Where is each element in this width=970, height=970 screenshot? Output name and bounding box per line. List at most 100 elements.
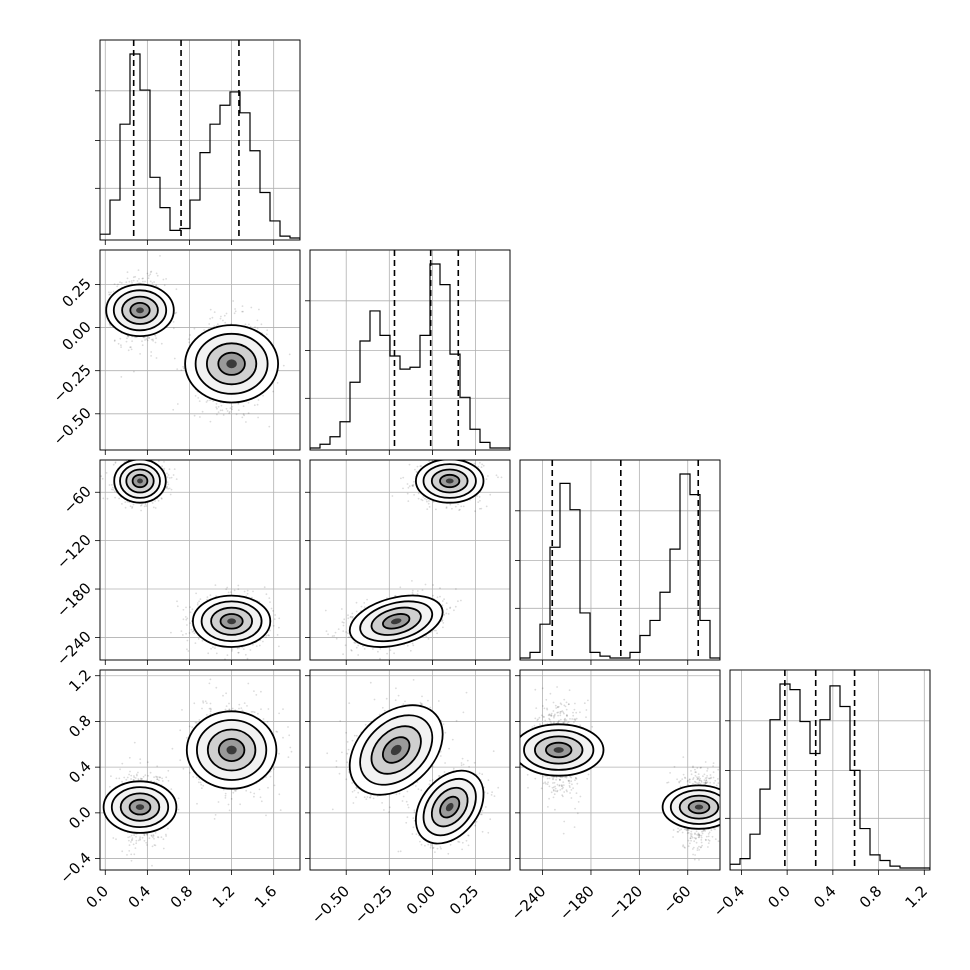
scatter-point — [219, 317, 222, 320]
scatter-point — [231, 648, 234, 651]
scatter-point — [142, 277, 144, 280]
scatter-point — [129, 505, 132, 508]
scatter-point — [175, 311, 178, 314]
scatter-point — [207, 652, 210, 655]
scatter-point — [415, 470, 418, 473]
contour-level-4 — [227, 618, 237, 625]
scatter-point — [167, 474, 170, 476]
scatter-point — [445, 612, 448, 615]
scatter-point — [482, 464, 485, 467]
scatter-point — [400, 477, 402, 480]
scatter-point — [180, 369, 183, 372]
scatter-point — [428, 460, 431, 462]
scatter-point — [485, 478, 488, 480]
scatter-point — [105, 472, 108, 474]
scatter-point — [262, 394, 264, 397]
scatter-point — [165, 486, 168, 489]
scatter-point — [100, 475, 103, 478]
scatter-point — [234, 662, 236, 664]
scatter-point — [214, 647, 216, 649]
scatter-point — [237, 651, 240, 654]
scatter-point — [449, 503, 452, 506]
scatter-point — [169, 493, 172, 496]
panel-background — [309, 249, 511, 451]
scatter-point — [480, 466, 483, 469]
scatter-point — [147, 277, 150, 280]
scatter-point — [278, 626, 280, 629]
scatter-point — [125, 452, 127, 454]
scatter-point — [408, 485, 411, 488]
scatter-point — [137, 269, 140, 271]
scatter-point — [148, 274, 150, 277]
scatter-point — [441, 619, 444, 622]
scatter-point — [479, 507, 481, 510]
scatter-point — [117, 342, 120, 345]
scatter-point — [113, 340, 116, 342]
panel-frame — [99, 459, 301, 661]
scatter-point — [228, 412, 231, 415]
scatter-point — [439, 452, 441, 454]
scatter-point — [119, 337, 122, 340]
scatter-point — [124, 506, 127, 509]
y-tick-label: 0.25 — [58, 275, 94, 311]
scatter-point — [327, 633, 329, 636]
scatter-point — [265, 593, 268, 596]
scatter-point — [487, 475, 489, 477]
scatter-point — [237, 402, 240, 405]
scatter-point — [245, 421, 247, 423]
scatter-point — [189, 606, 192, 608]
scatter-point — [432, 500, 435, 503]
scatter-point — [189, 334, 192, 336]
scatter-point — [188, 341, 191, 344]
scatter-point — [141, 277, 144, 280]
scatter-point — [406, 483, 409, 485]
y-tick-label: −120 — [53, 531, 95, 573]
scatter-point — [206, 598, 209, 601]
scatter-point — [461, 454, 463, 456]
scatter-point — [150, 355, 153, 357]
scatter-point — [221, 409, 224, 412]
scatter-point — [206, 399, 209, 402]
scatter-point — [108, 291, 110, 294]
scatter-point — [439, 455, 441, 457]
scatter-point — [149, 273, 152, 276]
scatter-point — [246, 657, 249, 660]
panel-2-0: −240−180−120−60 — [53, 450, 301, 669]
scatter-point — [229, 407, 232, 410]
scatter-point — [500, 476, 503, 479]
scatter-point — [217, 405, 220, 408]
scatter-point — [193, 327, 196, 330]
scatter-point — [155, 450, 157, 452]
scatter-point — [495, 474, 498, 477]
scatter-point — [237, 584, 240, 587]
scatter-point — [170, 488, 173, 491]
scatter-point — [157, 499, 160, 502]
scatter-point — [249, 325, 252, 328]
scatter-point — [225, 312, 228, 315]
scatter-point — [188, 632, 191, 634]
scatter-point — [170, 476, 173, 479]
scatter-point — [209, 594, 212, 597]
scatter-point — [236, 647, 239, 650]
scatter-point — [192, 630, 195, 633]
scatter-point — [473, 462, 476, 465]
scatter-point — [435, 508, 437, 511]
scatter-point — [211, 316, 214, 319]
scatter-point — [193, 632, 196, 635]
scatter-point — [420, 465, 423, 467]
scatter-point — [172, 408, 175, 411]
scatter-point — [141, 344, 144, 347]
scatter-point — [351, 615, 354, 618]
scatter-point — [258, 644, 261, 647]
contour-level-4 — [137, 478, 143, 484]
scatter-point — [406, 492, 409, 495]
scatter-point — [273, 618, 276, 620]
scatter-point — [150, 338, 153, 341]
scatter-point — [234, 310, 237, 313]
scatter-point — [193, 414, 196, 417]
scatter-point — [155, 357, 158, 359]
scatter-point — [162, 278, 165, 281]
scatter-point — [212, 646, 214, 648]
scatter-point — [454, 456, 456, 458]
scatter-point — [226, 410, 229, 412]
